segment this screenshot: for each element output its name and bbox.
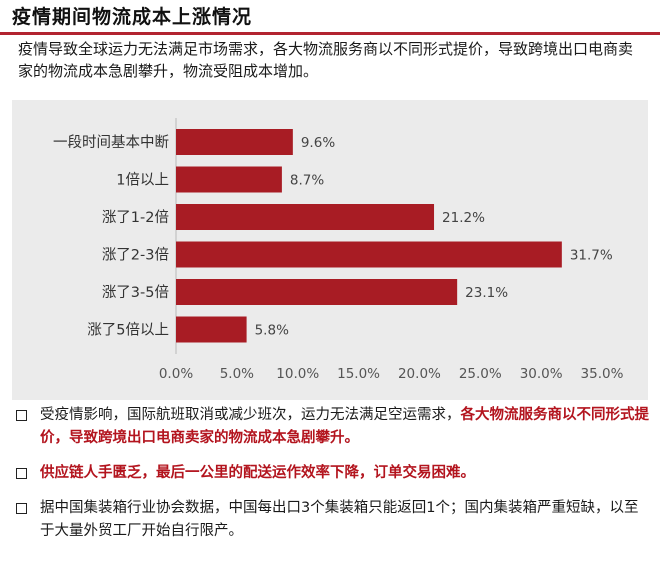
category-label-6: 涨了5倍以上 xyxy=(87,322,169,339)
value-label-1: 9.6% xyxy=(301,135,335,151)
value-label-3: 21.2% xyxy=(442,210,485,226)
bullet-item-1: 受疫情影响，国际航班取消或减少班次，运力无法满足空运需求，各大物流服务商以不同形… xyxy=(12,404,652,450)
x-tick-label-2: 5.0% xyxy=(220,366,254,382)
category-label-5: 涨了3-5倍 xyxy=(102,284,169,301)
x-tick-label-3: 10.0% xyxy=(276,366,319,382)
bullet-1-highlight: 各大物流服务商以不同形式提价，导致跨境出口电商卖家的物流成本急剧攀升。 xyxy=(40,407,649,446)
x-tick-label-1: 0.0% xyxy=(159,366,193,382)
chart-panel: 一段时间基本中断 9.6% 1倍以上 8.7% 涨了1-2倍 21.2% 涨了2-3倍 31.… xyxy=(12,100,648,400)
category-label-4: 涨了2-3倍 xyxy=(102,247,169,264)
bar-chart: 一段时间基本中断 9.6% 1倍以上 8.7% 涨了1-2倍 21.2% 涨了2-3倍 31.… xyxy=(53,118,624,382)
x-tick-label-8: 35.0% xyxy=(581,366,624,382)
x-tick-label-6: 25.0% xyxy=(459,366,502,382)
x-tick-label-4: 15.0% xyxy=(337,366,380,382)
value-label-6: 5.8% xyxy=(255,323,289,339)
value-label-4: 31.7% xyxy=(570,248,613,264)
bullet-3-text: 据中国集装箱行业协会数据，中国每出口3个集装箱只能返回1个；国内集装箱严重短缺，… xyxy=(40,500,639,539)
category-label-3: 涨了1-2倍 xyxy=(102,209,169,226)
bar-4 xyxy=(176,241,562,268)
category-label-2: 1倍以上 xyxy=(116,172,169,189)
x-tick-label-5: 20.0% xyxy=(398,366,441,382)
checkbox-bullet-icon xyxy=(16,410,27,421)
value-label-2: 8.7% xyxy=(290,173,324,189)
bar-6 xyxy=(176,316,247,343)
x-tick-label-7: 30.0% xyxy=(520,366,563,382)
bullet-item-3: 据中国集装箱行业协会数据，中国每出口3个集装箱只能返回1个；国内集装箱严重短缺，… xyxy=(12,497,652,543)
bar-5 xyxy=(176,279,458,305)
bar-1 xyxy=(176,129,293,155)
title-divider xyxy=(0,32,660,35)
value-label-5: 23.1% xyxy=(465,285,508,301)
checkbox-bullet-icon xyxy=(16,503,27,514)
page-title: 疫情期间物流成本上涨情况 xyxy=(12,6,253,28)
category-label-1: 一段时间基本中断 xyxy=(53,134,169,151)
bullet-list: 受疫情影响，国际航班取消或减少班次，运力无法满足空运需求，各大物流服务商以不同形… xyxy=(12,404,652,555)
bar-3 xyxy=(176,204,435,230)
intro-text: 疫情导致全球运力无法满足市场需求，各大物流服务商以不同形式提价，导致跨境出口电商… xyxy=(18,40,634,80)
bar-2 xyxy=(176,166,282,193)
bullet-1-text: 受疫情影响，国际航班取消或减少班次，运力无法满足空运需求， xyxy=(40,407,461,423)
checkbox-bullet-icon xyxy=(16,468,27,479)
bullet-item-2: 供应链人手匮乏，最后一公里的配送运作效率下降，订单交易困难。 xyxy=(12,462,652,485)
bullet-2-highlight: 供应链人手匮乏，最后一公里的配送运作效率下降，订单交易困难。 xyxy=(40,465,475,481)
